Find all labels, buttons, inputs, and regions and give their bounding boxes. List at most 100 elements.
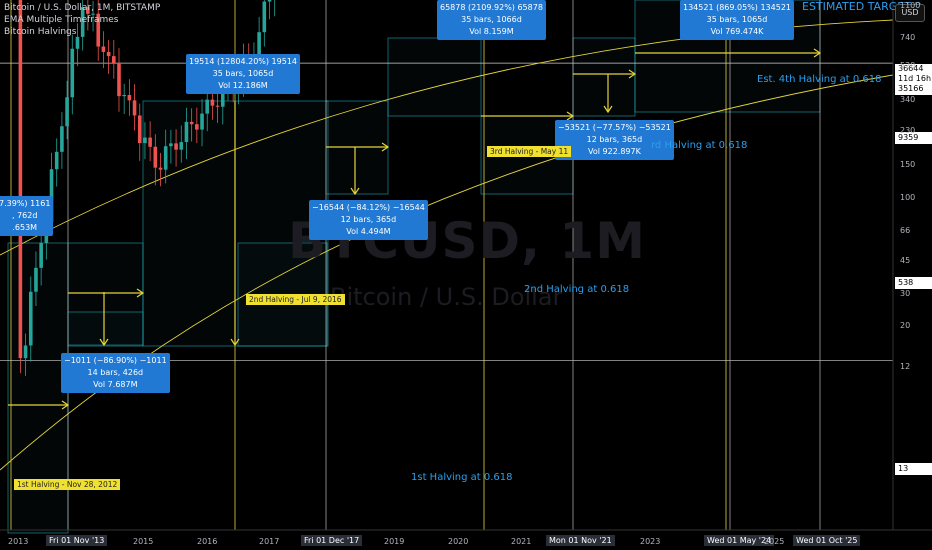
fib-label-1st: 1st Halving at 0.618 <box>411 472 513 483</box>
y-tick-label: 340 <box>900 94 916 104</box>
candle-body <box>49 169 54 223</box>
info-box-2: 19514 (12804.20%) 19514 35 bars, 1065d V… <box>186 54 300 94</box>
candle-body <box>257 32 261 55</box>
candle-body <box>127 94 132 101</box>
info-box-line: 12 bars, 365d <box>340 215 397 224</box>
info-box-6: −16544 (−84.12%) −16544 12 bars, 365d Vo… <box>309 200 428 240</box>
measure-box <box>67 242 144 346</box>
y-tick-label: 740 <box>900 32 916 42</box>
measure-box <box>67 311 144 347</box>
x-tick-label: Fri 01 Dec '17 <box>301 535 363 546</box>
info-box-5: −1011 (−86.90%) −1011 14 bars, 426d Vol … <box>61 353 170 393</box>
arrow-head <box>603 105 613 114</box>
x-tick-label: 2015 <box>133 537 154 546</box>
candle-body <box>65 97 69 127</box>
info-box-line: −16544 (−84.12%) −16544 <box>312 203 425 212</box>
candle-body <box>28 291 33 346</box>
candle-body <box>112 56 116 64</box>
candle-body <box>205 99 210 114</box>
x-tick-label: 2021 <box>511 537 532 546</box>
candle-body <box>195 124 199 130</box>
estimated-target-label: ESTIMATED TARGET P <box>802 0 922 13</box>
info-box-line: 7.39%) 1161 <box>0 199 51 208</box>
info-box-4: 134521 (869.05%) 134521 35 bars, 1065d V… <box>680 0 794 40</box>
arrow-head <box>628 69 637 79</box>
candle-body <box>101 46 106 52</box>
info-box-line: Vol 769.474K <box>710 27 764 36</box>
info-box-line: 35 bars, 1066d <box>461 15 522 24</box>
x-tick-label: Fri 01 Nov '13 <box>46 535 108 546</box>
info-box-line: 35 bars, 1065d <box>706 15 768 24</box>
arrow-head <box>566 111 575 121</box>
candle-body <box>153 146 158 168</box>
x-tick-label: 2019 <box>384 537 405 546</box>
legend-indicator-ema[interactable]: EMA Multiple Timeframes <box>4 15 119 25</box>
y-tick-label: 12 <box>900 361 911 371</box>
y-tick-label: 30 <box>900 288 911 298</box>
y-tick-label: 520 <box>900 60 916 70</box>
current-price: 36644 <box>898 64 924 73</box>
info-box-line: 14 bars, 426d <box>87 368 144 377</box>
candle-body <box>210 99 215 106</box>
info-box-1: 7.39%) 1161 , 762d .653M <box>0 196 54 236</box>
candle-body <box>163 146 168 170</box>
candle-body <box>143 137 147 144</box>
candle-body <box>18 0 23 359</box>
candle-body <box>200 113 204 130</box>
fib-label-3rd: rd Halving at 0.618 <box>651 140 748 151</box>
arrow-head <box>381 142 390 152</box>
info-box-line: 12 bars, 365d <box>586 135 643 144</box>
currency-button[interactable]: USD <box>895 4 925 22</box>
candle-body <box>169 143 173 147</box>
candle-body <box>184 121 189 143</box>
fib-label-4th: Est. 4th Halving at 0.618 <box>757 74 882 85</box>
x-tick-label: 2017 <box>259 537 280 546</box>
arrow-head <box>230 338 240 347</box>
x-tick-label: Wed 01 May '24 <box>704 535 775 546</box>
candle-body <box>215 105 220 107</box>
legend-symbol[interactable]: Bitcoin / U.S. Dollar, 1M, BITSTAMP <box>4 3 161 13</box>
info-box-line: Vol 8.159M <box>469 27 514 36</box>
chart-legend: Bitcoin / U.S. Dollar, 1M, BITSTAMP EMA … <box>4 2 160 38</box>
candle-body <box>148 137 152 147</box>
info-box-line: Vol 922.897K <box>588 147 641 156</box>
info-box-line: 35 bars, 1065d <box>212 69 274 78</box>
candle-body <box>158 167 163 170</box>
candle-body <box>39 242 43 268</box>
candle-body <box>189 121 194 125</box>
x-tick-label: 2023 <box>640 537 661 546</box>
fib-label-2nd: 2nd Halving at 0.618 <box>524 284 630 295</box>
candle-body <box>54 151 59 170</box>
y-tick-label: 150 <box>900 160 916 170</box>
info-box-line: 19514 (12804.20%) 19514 <box>189 57 297 66</box>
y-tick-label: 100 <box>900 192 916 202</box>
arrow-head <box>99 338 109 347</box>
y-tick-label: 230 <box>900 125 916 135</box>
info-box-line: .653M <box>12 223 38 232</box>
price-label-35166: 35166 <box>895 83 932 95</box>
candle-body <box>174 143 178 150</box>
price-label-current: 36644 11d 16h <box>895 64 932 84</box>
x-tick-label: 2013 <box>8 537 29 546</box>
x-tick-label: 2016 <box>197 537 218 546</box>
candle-body <box>70 48 75 98</box>
info-box-line: −1011 (−86.90%) −1011 <box>64 356 167 365</box>
candle-body <box>132 100 137 116</box>
info-box-line: Vol 12.186M <box>218 81 268 90</box>
candle-body <box>23 345 28 359</box>
candle-body <box>75 36 80 49</box>
candle-body <box>80 7 85 37</box>
watermark-name: Bitcoin / U.S. Dollar <box>330 283 563 311</box>
legend-indicator-halvings[interactable]: Bitcoin Halvings <box>4 27 77 37</box>
candle-body <box>262 1 267 33</box>
candle-body <box>60 126 64 152</box>
fib-curve-lower <box>0 74 894 471</box>
arrow-head <box>136 288 145 298</box>
candle-body <box>122 94 126 97</box>
bar-countdown: 11d 16h <box>898 74 932 83</box>
halving-label-3: 3rd Halving - May 11 <box>487 146 572 157</box>
x-tick-label: Wed 01 Oct '25 <box>793 535 861 546</box>
info-box-line: −53521 (−77.57%) −53521 <box>558 123 671 132</box>
